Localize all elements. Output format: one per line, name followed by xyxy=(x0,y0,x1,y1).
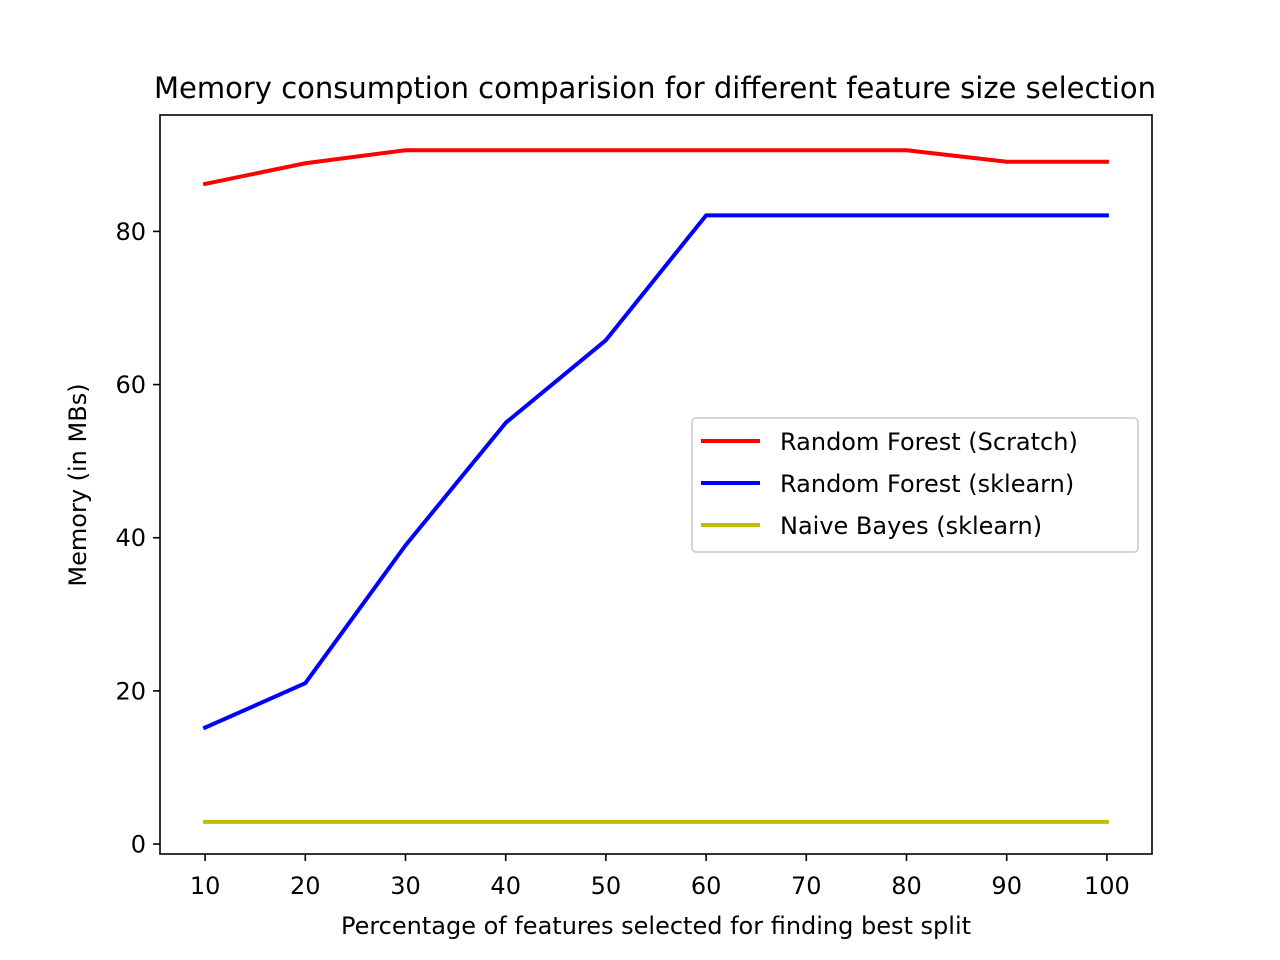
legend-label-3: Naive Bayes (sklearn) xyxy=(780,512,1042,540)
y-tick-label: 60 xyxy=(115,371,146,399)
x-tick-label: 50 xyxy=(591,872,622,900)
x-tick-label: 10 xyxy=(190,872,221,900)
y-tick-label: 80 xyxy=(115,218,146,246)
y-axis: 0 20 40 60 80 xyxy=(115,218,160,859)
x-axis: 10 20 30 40 50 60 70 80 90 100 xyxy=(190,854,1130,900)
x-tick-label: 100 xyxy=(1084,872,1130,900)
legend: Random Forest (Scratch) Random Forest (sk… xyxy=(691,417,1139,553)
y-axis-title: Memory (in MBs) xyxy=(64,383,92,586)
plot-area xyxy=(159,114,1153,855)
y-tick-label: 0 xyxy=(131,831,146,859)
axes-frame xyxy=(159,114,1153,855)
x-axis-title: Percentage of features selected for find… xyxy=(341,912,971,940)
legend-label-2: Random Forest (sklearn) xyxy=(780,470,1074,498)
legend-label-1: Random Forest (Scratch) xyxy=(780,428,1078,456)
x-tick-label: 30 xyxy=(390,872,421,900)
x-tick-label: 20 xyxy=(290,872,321,900)
x-tick-label: 40 xyxy=(490,872,521,900)
chart-title: Memory consumption comparision for diffe… xyxy=(154,71,1156,105)
y-tick-label: 20 xyxy=(115,677,146,705)
series-layer xyxy=(202,148,1109,824)
x-tick-label: 60 xyxy=(691,872,722,900)
legend-items: Random Forest (Scratch) Random Forest (sk… xyxy=(701,428,1078,540)
series-line-2 xyxy=(202,213,1109,731)
series-line-1 xyxy=(202,148,1109,187)
x-tick-label: 70 xyxy=(791,872,822,900)
x-tick-label: 90 xyxy=(991,872,1022,900)
x-tick-label: 80 xyxy=(891,872,922,900)
legend-box xyxy=(691,417,1139,553)
y-tick-label: 40 xyxy=(115,524,146,552)
